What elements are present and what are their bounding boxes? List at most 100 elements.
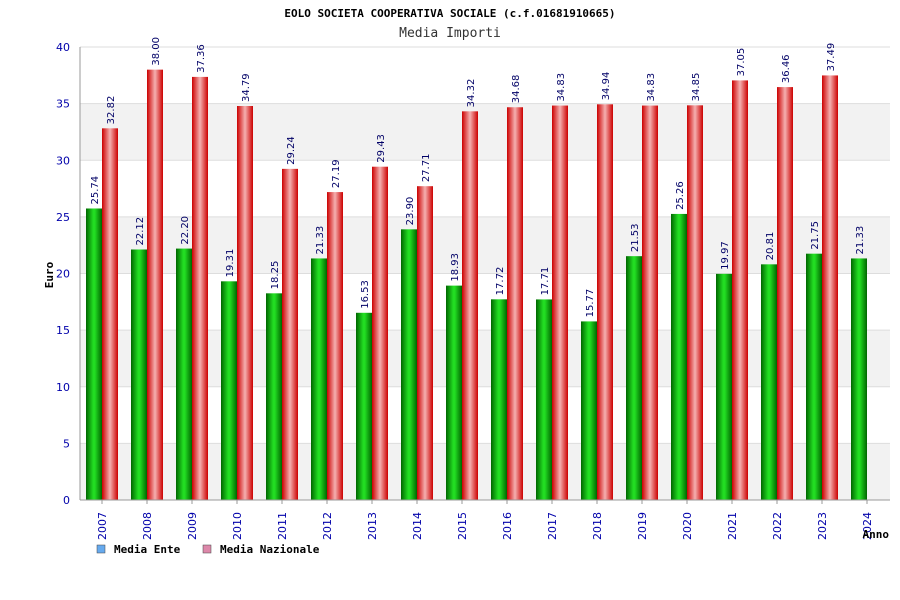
plot-band xyxy=(80,216,890,274)
bar-media-nazionale xyxy=(327,192,343,501)
x-tick-label: 2007 xyxy=(96,512,109,540)
x-tick-label: 2012 xyxy=(321,512,334,540)
data-label: 32.82 xyxy=(106,96,117,125)
bar-media-ente xyxy=(761,264,777,500)
data-label: 37.49 xyxy=(826,43,837,72)
data-label: 34.68 xyxy=(511,75,522,104)
bar-media-ente xyxy=(581,321,597,500)
bar-media-ente xyxy=(491,299,507,500)
x-tick-label: 2011 xyxy=(276,512,289,540)
bar-media-ente xyxy=(806,253,822,500)
x-tick-label: 2023 xyxy=(816,512,829,540)
data-label: 19.97 xyxy=(720,241,731,270)
bar-media-nazionale xyxy=(372,166,388,500)
bar-media-ente xyxy=(716,273,732,500)
plot-band xyxy=(80,443,890,500)
data-label: 34.83 xyxy=(646,73,657,102)
y-tick-label: 30 xyxy=(56,154,70,167)
plot-band xyxy=(80,273,890,331)
data-label: 29.43 xyxy=(376,134,387,163)
data-label: 18.93 xyxy=(450,253,461,282)
bar-media-nazionale xyxy=(417,186,433,500)
x-axis-label: Anno xyxy=(863,528,890,541)
legend: Media Ente Media Nazionale xyxy=(96,543,320,556)
legend-swatch-media-ente xyxy=(96,544,106,554)
bar-media-nazionale xyxy=(192,76,208,500)
x-tick-label: 2010 xyxy=(231,512,244,540)
bar-media-ente xyxy=(86,208,102,500)
data-label: 19.31 xyxy=(225,249,236,278)
x-tick-label: 2017 xyxy=(546,512,559,540)
y-tick-label: 40 xyxy=(56,41,70,54)
legend-label-media-ente: Media Ente xyxy=(114,543,181,556)
bar-media-nazionale xyxy=(822,75,838,500)
y-tick-label: 5 xyxy=(63,437,70,450)
plot-band xyxy=(80,103,890,161)
bar-media-nazionale xyxy=(102,128,118,500)
x-tick-label: 2018 xyxy=(591,512,604,540)
data-label: 21.33 xyxy=(315,226,326,255)
data-label: 34.32 xyxy=(466,79,477,108)
bar-media-nazionale xyxy=(687,105,703,500)
x-tick-label: 2013 xyxy=(366,512,379,540)
plot-band xyxy=(80,160,890,217)
plot-background xyxy=(80,47,890,500)
data-label: 29.24 xyxy=(286,136,297,165)
y-tick-label: 0 xyxy=(63,494,70,507)
bar-media-ente xyxy=(221,281,237,500)
bar-media-nazionale xyxy=(597,104,613,500)
x-tick-label: 2009 xyxy=(186,512,199,540)
x-axis-ticks: 2007 2008 2009 2010 2011 2012 2013 2014 2015 2016… xyxy=(96,500,874,540)
y-tick-label: 20 xyxy=(56,268,70,281)
data-label: 15.77 xyxy=(585,289,596,318)
bars xyxy=(86,69,867,501)
bar-media-ente xyxy=(131,249,147,500)
y-tick-label: 25 xyxy=(56,211,70,224)
chart-title: EOLO SOCIETA COOPERATIVA SOCIALE (c.f.01… xyxy=(284,7,615,20)
legend-label-media-nazionale: Media Nazionale xyxy=(220,543,320,556)
y-axis-label: Euro xyxy=(43,261,56,288)
bar-media-ente xyxy=(356,312,372,500)
bar-media-ente xyxy=(626,256,642,500)
plot-band xyxy=(80,47,890,104)
data-label: 37.05 xyxy=(736,48,747,77)
y-tick-label: 10 xyxy=(56,381,70,394)
bar-media-nazionale xyxy=(507,107,523,501)
data-label: 21.75 xyxy=(810,221,821,250)
bar-media-nazionale xyxy=(237,106,253,501)
bar-media-nazionale xyxy=(462,111,478,501)
data-label: 23.90 xyxy=(405,197,416,226)
bar-media-nazionale xyxy=(642,105,658,501)
x-tick-label: 2016 xyxy=(501,512,514,540)
data-label: 34.79 xyxy=(241,73,252,102)
bar-media-ente xyxy=(311,258,327,500)
x-tick-label: 2021 xyxy=(726,512,739,540)
data-label: 25.26 xyxy=(675,181,686,210)
data-label: 18.25 xyxy=(270,261,281,290)
data-label: 27.19 xyxy=(331,159,342,188)
y-tick-label: 15 xyxy=(56,324,70,337)
x-tick-label: 2024 xyxy=(861,512,874,540)
bar-media-nazionale xyxy=(732,80,748,500)
legend-swatch-media-nazionale xyxy=(202,544,212,554)
bar-media-nazionale xyxy=(282,168,298,500)
y-axis-ticks: 0 5 10 15 20 25 30 35 40 xyxy=(56,41,70,507)
bar-media-ente xyxy=(446,285,462,500)
chart-subtitle: Media Importi xyxy=(399,26,501,41)
bar-media-ente xyxy=(536,299,552,500)
data-label: 22.20 xyxy=(180,216,191,245)
data-label: 36.46 xyxy=(781,54,792,83)
data-labels: 25.74 32.82 22.12 38.00 22.20 37.36 19.31 34.79… xyxy=(90,37,866,317)
data-label: 34.83 xyxy=(556,73,567,102)
data-label: 21.33 xyxy=(855,226,866,255)
data-label: 25.74 xyxy=(90,176,101,205)
bar-media-ente xyxy=(401,229,417,500)
bar-media-nazionale xyxy=(777,87,793,500)
data-label: 27.71 xyxy=(421,154,432,183)
plot-band xyxy=(80,386,890,444)
bar-media-ente xyxy=(266,293,282,500)
x-tick-label: 2015 xyxy=(456,512,469,540)
bar-media-ente xyxy=(851,258,867,500)
x-tick-label: 2014 xyxy=(411,512,424,540)
data-label: 38.00 xyxy=(151,37,162,66)
